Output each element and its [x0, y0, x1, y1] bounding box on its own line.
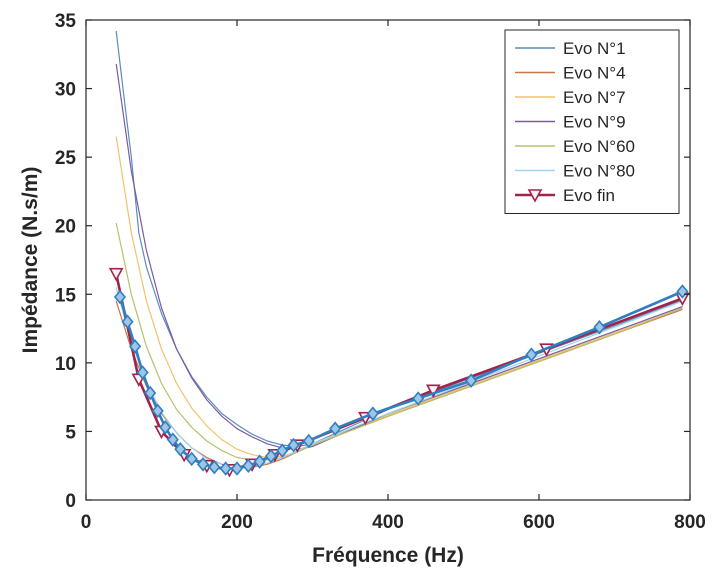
- x-tick-label: 800: [674, 512, 706, 533]
- data-point: [166, 432, 179, 447]
- legend-label: Evo N°4: [563, 64, 626, 83]
- y-axis-ticks: 0 5 10 15 20 25 30 35: [55, 11, 690, 512]
- data-point: [159, 420, 172, 435]
- y-tick-label: 25: [55, 148, 77, 169]
- y-tick-label: 30: [55, 80, 76, 101]
- legend-label: Evo N°1: [563, 39, 626, 58]
- data-point: [185, 451, 198, 467]
- series-4: [115, 63, 683, 450]
- legend-entry: Evo N°1: [515, 39, 626, 58]
- x-tick-label: 600: [523, 512, 555, 533]
- data-point: [465, 373, 478, 388]
- data-point: [242, 458, 255, 473]
- legend-label: Evo N°9: [563, 113, 626, 132]
- legend-entry: Evo N°60: [515, 137, 635, 156]
- data-point: [525, 347, 538, 362]
- legend-items: Evo N°1 Evo N°4 Evo N°7 Evo N°9 Evo N°60 Evo …: [515, 39, 635, 205]
- y-tick-label: 5: [65, 422, 76, 443]
- data-point: [366, 406, 379, 421]
- series-line: [115, 30, 683, 448]
- x-tick-label: 200: [221, 512, 253, 533]
- data-point: [593, 319, 606, 335]
- y-tick-label: 35: [55, 11, 77, 32]
- legend-label: Evo N°60: [563, 137, 635, 156]
- data-point: [676, 284, 689, 299]
- data-point: [302, 433, 315, 449]
- y-tick-label: 20: [55, 217, 76, 238]
- legend-entry: Evo N°4: [515, 64, 626, 83]
- series-1: [115, 30, 683, 448]
- data-point: [129, 339, 142, 354]
- data-point: [253, 454, 266, 469]
- legend-marker: [527, 189, 543, 203]
- legend: Evo N°1 Evo N°4 Evo N°7 Evo N°9 Evo N°60 Evo …: [504, 29, 680, 214]
- legend-label: Evo N°80: [563, 162, 635, 181]
- series-line: [115, 136, 683, 459]
- legend-entry: Evo N°9: [515, 113, 626, 132]
- data-point: [412, 391, 425, 406]
- data-point: [329, 421, 342, 436]
- data-point: [219, 461, 232, 476]
- legend-entry: Evo N°80: [515, 162, 635, 181]
- data-point: [108, 267, 124, 282]
- y-tick-label: 15: [55, 285, 77, 306]
- x-axis-label: Fréquence (Hz): [312, 544, 464, 567]
- legend-label: Evo fin: [563, 186, 615, 205]
- series-layer: [108, 30, 690, 478]
- data-point: [287, 437, 300, 453]
- series-3: [115, 136, 683, 459]
- y-tick-label: 0: [65, 491, 76, 512]
- data-point: [196, 457, 210, 472]
- legend-entry: Evo fin: [515, 186, 615, 205]
- data-point: [121, 314, 134, 329]
- legend-entry: Evo N°7: [515, 88, 626, 107]
- data-point: [276, 443, 289, 458]
- y-tick-label: 10: [55, 354, 76, 375]
- y-axis-label: Impédance (N.s/m): [19, 167, 42, 354]
- series-8: [113, 284, 689, 476]
- x-tick-label: 0: [81, 512, 92, 533]
- data-point: [425, 384, 441, 398]
- data-point: [264, 448, 278, 464]
- series-line: [115, 63, 683, 450]
- x-tick-label: 400: [372, 512, 404, 533]
- data-point: [151, 403, 164, 419]
- data-point: [208, 459, 221, 475]
- x-axis-ticks: 0 200 400 600 800: [81, 20, 706, 533]
- data-point: [113, 289, 127, 305]
- data-point: [174, 442, 187, 457]
- legend-label: Evo N°7: [563, 88, 626, 107]
- data-point: [136, 365, 149, 380]
- data-point: [230, 461, 244, 476]
- data-point: [144, 385, 157, 401]
